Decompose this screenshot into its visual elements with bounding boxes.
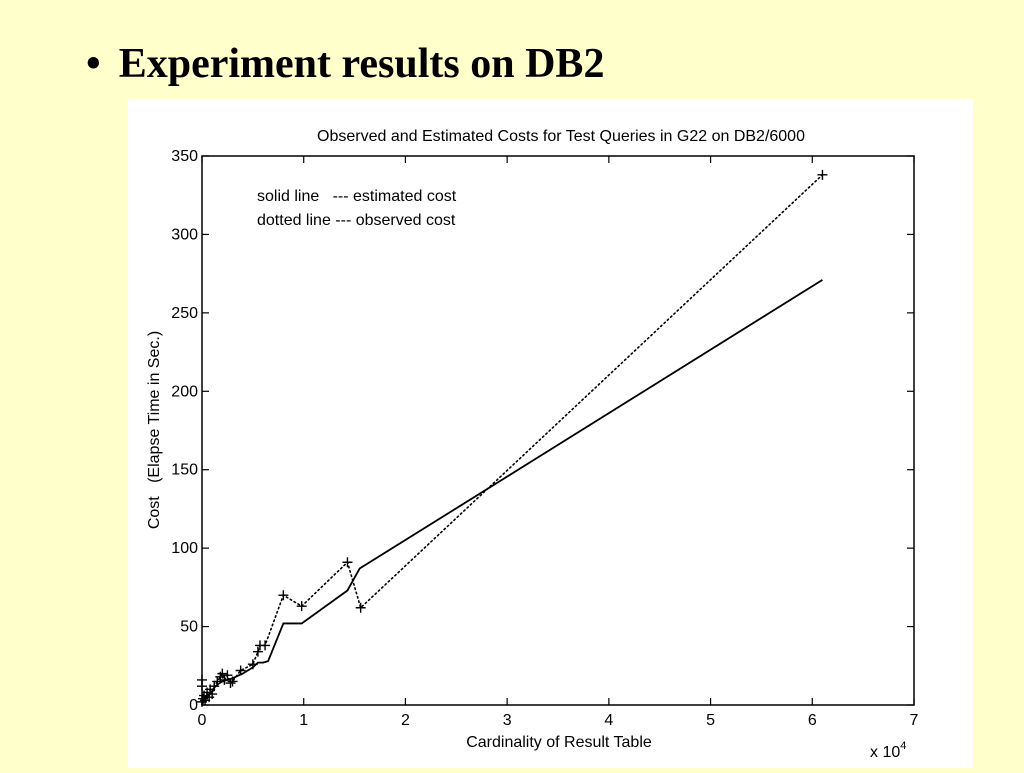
x-tick-label: 1: [299, 712, 308, 729]
marker-layer: [197, 169, 828, 707]
plot-frame: [201, 155, 915, 706]
series-layer: [201, 174, 824, 706]
x-tick-label: 4: [604, 712, 613, 729]
observed-point: [817, 169, 828, 180]
x-tick-label: 6: [808, 712, 817, 729]
x-axis-ticks: 0 1 2 3 4 5 6 7: [198, 156, 919, 729]
annotation-estimated: solid line --- estimated cost: [257, 188, 457, 205]
y-tick-label: 300: [171, 226, 198, 243]
chart-title: Observed and Estimated Costs for Test Qu…: [317, 128, 805, 145]
estimated-cost-line: [201, 279, 823, 706]
x-tick-label: 5: [706, 712, 715, 729]
bullet-icon: •: [86, 41, 101, 87]
slide-title: • Experiment results on DB2: [86, 40, 604, 88]
x-axis-multiplier: x 104: [870, 740, 906, 761]
y-tick-label: 250: [171, 305, 198, 322]
observed-point: [207, 689, 218, 700]
observed-point: [260, 640, 271, 651]
observed-point: [278, 590, 289, 601]
annotation-observed: dotted line --- observed cost: [257, 212, 456, 229]
observed-point: [296, 601, 307, 612]
x-tick-label: 7: [910, 712, 919, 729]
observed-point: [247, 659, 258, 670]
observed-point: [355, 602, 366, 613]
cost-chart: Observed and Estimated Costs for Test Qu…: [146, 128, 919, 761]
y-axis-ticks: 0 50 100 150 200 250 300 350: [171, 148, 914, 714]
observed-point: [197, 681, 207, 692]
observed-point: [217, 668, 228, 679]
y-axis-label: Cost (Elapse Time in Sec.): [146, 331, 163, 529]
slide-title-text: Experiment results on DB2: [118, 41, 605, 87]
y-tick-label: 200: [171, 383, 198, 400]
observed-point: [252, 646, 263, 657]
observed-point: [222, 670, 233, 681]
observed-point: [342, 557, 353, 568]
observed-point: [235, 665, 246, 676]
chart-figure: Observed and Estimated Costs for Test Qu…: [128, 99, 973, 768]
observed-point: [227, 676, 238, 687]
y-tick-label: 100: [171, 540, 198, 557]
x-tick-label: 0: [198, 712, 207, 729]
y-tick-label: 150: [171, 462, 198, 479]
observed-point: [225, 678, 236, 689]
x-tick-label: 2: [401, 712, 410, 729]
y-tick-label: 50: [180, 619, 198, 636]
x-axis-label: Cardinality of Result Table: [466, 734, 652, 751]
y-tick-label: 0: [189, 697, 198, 714]
y-tick-label: 350: [171, 148, 198, 165]
x-tick-label: 3: [503, 712, 512, 729]
